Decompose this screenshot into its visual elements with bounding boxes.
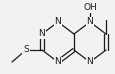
Text: OH: OH (82, 3, 96, 13)
Text: N: N (86, 17, 93, 26)
Text: N: N (38, 30, 45, 38)
Text: N: N (86, 57, 93, 67)
Text: N: N (54, 17, 61, 26)
Text: S: S (23, 46, 29, 54)
Text: N: N (54, 57, 61, 67)
